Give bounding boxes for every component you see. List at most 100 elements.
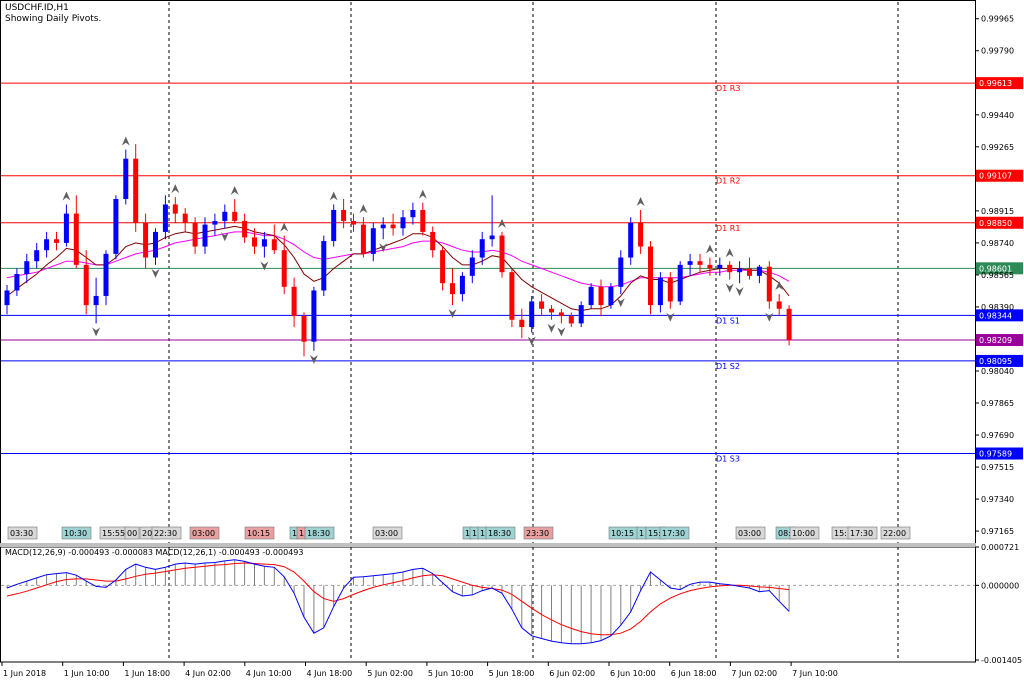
price-tick-label: 0.98565	[981, 271, 1014, 280]
session-tags: 03:30 10:30 15:55 00 20: 22:30 03:00 10:15 1 1 18:…	[7, 526, 911, 540]
candle-body	[341, 209, 347, 221]
time-tick-label: 6 Jun 10:00	[610, 669, 656, 678]
pivot-price-text: 0.99107	[979, 172, 1012, 181]
fractal-down-arrow	[725, 283, 734, 293]
fractal-down-arrow	[557, 327, 566, 337]
candle-body	[212, 220, 218, 225]
session-tag-text: 18:30	[307, 529, 330, 538]
fractal-up-arrow	[329, 191, 338, 201]
candle-body	[113, 198, 119, 254]
session-tag-text: 1	[472, 529, 477, 538]
session-tag-text: 1	[639, 529, 644, 538]
candle-body	[202, 224, 208, 247]
session-tag-text: 22:00	[883, 529, 906, 538]
candle-body	[549, 308, 554, 313]
price-tick-label: 0.99440	[981, 111, 1014, 120]
panel-separator	[0, 543, 976, 547]
candle-body	[380, 224, 386, 229]
session-tag-text: 15:55	[102, 529, 125, 538]
price-tick-label: 0.97515	[981, 463, 1014, 472]
candle-body	[707, 264, 713, 269]
session-tag-text: 15:	[648, 529, 661, 538]
session-tag-text: 03:00	[738, 529, 761, 538]
price-tick-label: 0.98915	[981, 207, 1014, 216]
candle-body	[558, 312, 564, 317]
candle-body	[182, 213, 188, 223]
macd-tick-label: 0.000721	[981, 543, 1019, 552]
session-tag	[304, 526, 335, 540]
candle-body	[450, 283, 455, 295]
candle-body	[54, 239, 59, 243]
candle-body	[648, 246, 653, 306]
session-tag-text: 1	[480, 529, 485, 538]
time-tick-label: 4 Jun 02:00	[185, 669, 231, 678]
candle-body	[469, 257, 475, 276]
fractal-down-arrow	[765, 312, 774, 322]
fractal-up-arrow	[636, 196, 645, 206]
session-tag-text: 03:00	[192, 529, 215, 538]
fractal-down-arrow	[616, 298, 625, 308]
candle-body	[73, 213, 79, 265]
pivot-name: D1 S2	[716, 362, 740, 371]
session-tag-text: 10:15	[611, 529, 634, 538]
candle-body	[400, 217, 406, 229]
candle-body	[657, 277, 663, 306]
pivot-price-tag	[976, 262, 1023, 275]
candle-body	[93, 295, 99, 306]
time-tick-label: 1 Jun 2018	[3, 669, 46, 678]
macd-main-line	[6, 559, 790, 645]
pivot-lines: D1 R3 0.99613 D1 R2 0.99107 D1 R1 0.98850 0.98…	[1, 77, 1023, 464]
candle-body	[638, 222, 644, 247]
fractal-down-arrow	[547, 323, 556, 333]
candle-body	[390, 224, 396, 229]
pivot-name: D1 R2	[716, 177, 740, 186]
pivot-price-tag	[976, 354, 1023, 367]
candles	[4, 144, 792, 357]
session-tag-text: 15:	[834, 529, 847, 538]
pivot-price-text: 0.98850	[979, 219, 1012, 228]
price-tick-label: 0.99790	[981, 47, 1014, 56]
fractal-up-arrow	[230, 185, 239, 195]
pivot-name: D1 R3	[716, 84, 740, 93]
price-tick-label: 0.99265	[981, 143, 1014, 152]
session-tag-text: 20:	[142, 529, 155, 538]
price-tick-label: 0.97865	[981, 399, 1014, 408]
session-tag-text: 17:30	[850, 529, 873, 538]
candle-body	[598, 286, 604, 306]
candle-body	[281, 250, 287, 287]
candle-body	[83, 264, 89, 306]
macd-tick-label: 0.000000	[981, 581, 1019, 590]
time-tick-label: 7 Jun 10:00	[792, 669, 838, 678]
fractal-up-arrow	[775, 281, 784, 291]
candle-body	[747, 268, 752, 276]
candle-body	[608, 286, 614, 306]
price-tick-label: 0.98390	[981, 303, 1014, 312]
candle-body	[301, 316, 307, 342]
fractal-down-arrow	[379, 243, 388, 253]
candle-body	[123, 158, 129, 199]
fractal-arrows	[62, 136, 784, 364]
candle-body	[410, 209, 416, 218]
price-panel-frame	[0, 0, 976, 544]
candle-body	[529, 301, 535, 328]
candle-body	[766, 266, 772, 302]
candle-body	[420, 209, 426, 232]
fractal-down-arrow	[309, 354, 318, 364]
candle-body	[252, 237, 257, 247]
candle-body	[667, 277, 673, 302]
fractal-down-arrow	[666, 312, 675, 322]
macd-label: MACD(12,26,9) -0.000493 -0.000083 MACD(1…	[5, 548, 304, 557]
candle-body	[509, 272, 515, 320]
session-tag	[244, 526, 275, 540]
candle-body	[628, 222, 634, 258]
candle-body	[578, 305, 584, 324]
pivot-name: D1 R1	[716, 224, 740, 233]
candle-body	[172, 204, 178, 214]
fractal-down-arrow	[151, 268, 160, 278]
pivot-price-text: 0.98344	[979, 311, 1012, 320]
time-tick-label: 1 Jun 18:00	[124, 669, 170, 678]
candle-body	[786, 308, 792, 340]
macd-panel	[1, 559, 975, 645]
candle-body	[440, 250, 446, 284]
fractal-up-arrow	[280, 222, 289, 232]
